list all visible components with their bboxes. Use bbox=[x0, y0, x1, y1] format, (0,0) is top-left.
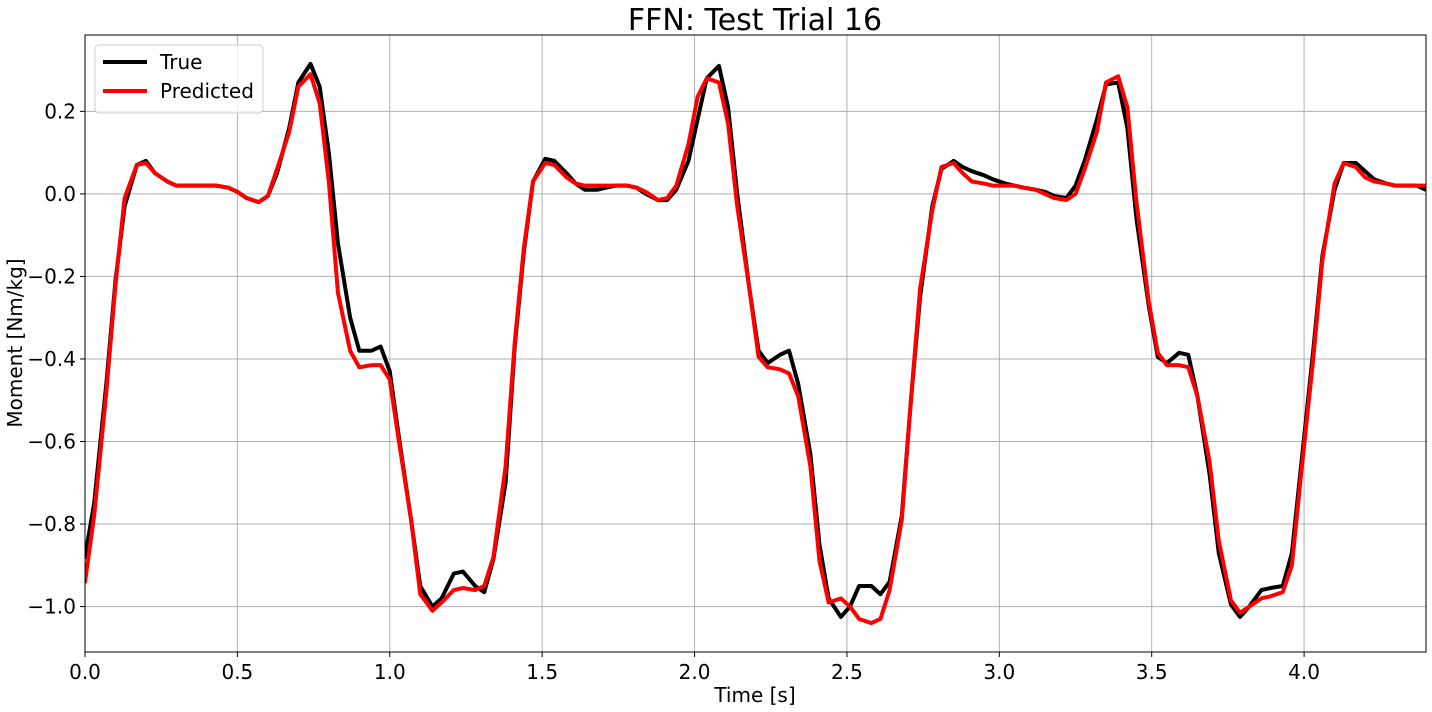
y-axis-label: Moment [Nm/kg] bbox=[3, 258, 27, 427]
y-tick-label: 0.2 bbox=[44, 99, 76, 123]
x-tick-label: 3.0 bbox=[983, 660, 1015, 684]
x-tick-label: 3.5 bbox=[1136, 660, 1168, 684]
x-tick-label: 0.0 bbox=[69, 660, 101, 684]
grid-layer bbox=[84, 35, 1426, 652]
y-tick-label: −0.2 bbox=[27, 264, 76, 288]
legend-label-predicted: Predicted bbox=[160, 79, 254, 103]
series-layer bbox=[85, 61, 1426, 626]
y-tick-label: −0.6 bbox=[27, 430, 76, 454]
x-axis-label: Time [s] bbox=[713, 683, 795, 707]
y-tick-label: −1.0 bbox=[27, 595, 76, 619]
x-tick-label: 2.0 bbox=[679, 660, 711, 684]
x-tick-label: 1.0 bbox=[374, 660, 406, 684]
series-line-predicted bbox=[85, 72, 1426, 626]
tick-layer: 0.0 0.5 1.0 1.5 2.0 2.5 3.0 3.5 4.0 −1.0 −0.8 −0.6 −… bbox=[27, 99, 1320, 684]
plot-frame bbox=[84, 34, 1427, 653]
chart-title: FFN: Test Trial 16 bbox=[628, 3, 882, 38]
x-tick-label: 1.5 bbox=[526, 660, 558, 684]
legend-label-true: True bbox=[159, 50, 202, 74]
y-tick-label: −0.4 bbox=[27, 347, 76, 371]
x-tick-label: 0.5 bbox=[221, 660, 253, 684]
legend: True Predicted bbox=[94, 44, 264, 114]
y-tick-label: 0.0 bbox=[44, 182, 76, 206]
y-tick-label: −0.8 bbox=[27, 512, 76, 536]
x-tick-label: 4.0 bbox=[1288, 660, 1320, 684]
x-tick-label: 2.5 bbox=[831, 660, 863, 684]
